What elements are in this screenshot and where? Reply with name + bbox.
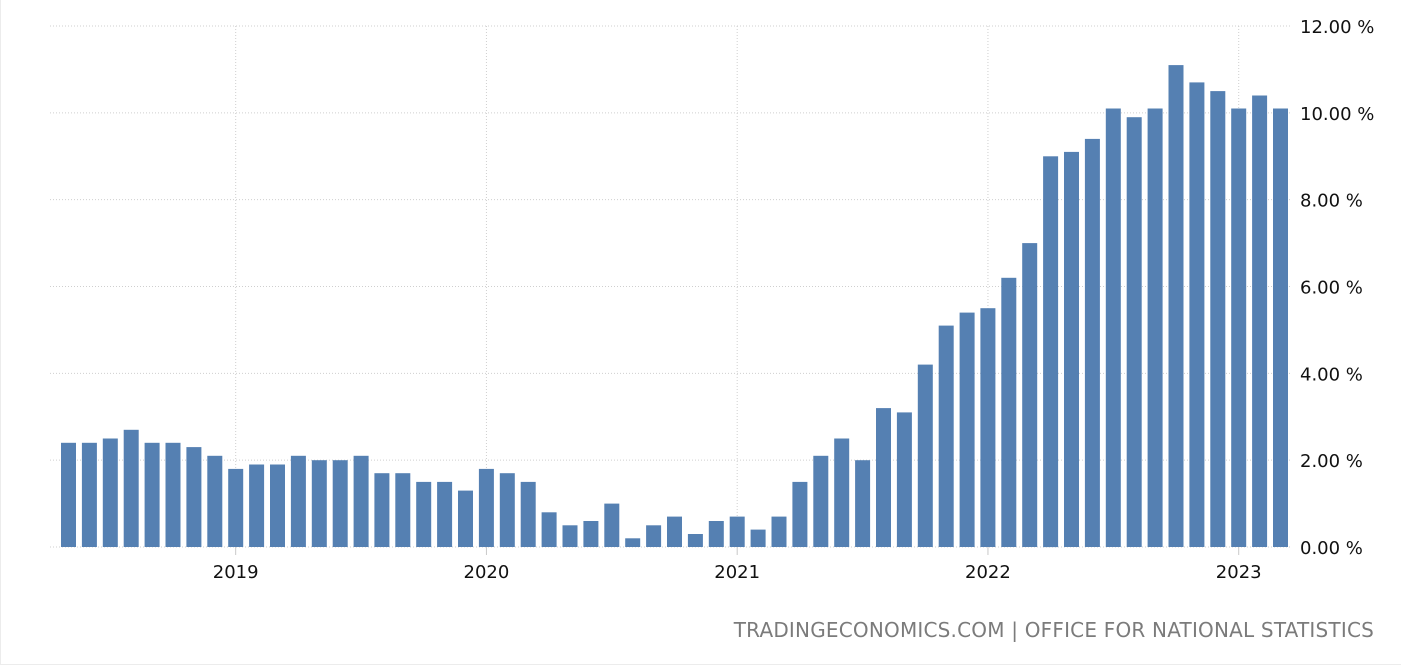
bar[interactable] <box>123 429 139 547</box>
bar[interactable] <box>771 516 787 547</box>
bar[interactable] <box>1084 138 1100 547</box>
bar[interactable] <box>980 308 996 547</box>
bar[interactable] <box>562 525 578 547</box>
bar[interactable] <box>1022 243 1038 547</box>
bar[interactable] <box>583 521 599 547</box>
x-tick-label: 2019 <box>213 562 259 583</box>
bar[interactable] <box>792 481 808 547</box>
bar[interactable] <box>1147 108 1163 548</box>
bar-series <box>61 65 1288 548</box>
bar[interactable] <box>395 473 411 547</box>
bar[interactable] <box>165 442 181 547</box>
bar[interactable] <box>186 447 202 547</box>
bar[interactable] <box>478 468 494 547</box>
bar[interactable] <box>1231 108 1247 548</box>
y-tick-label: 8.00 % <box>1300 191 1363 212</box>
bar[interactable] <box>416 481 432 547</box>
bar[interactable] <box>1273 108 1288 548</box>
bar[interactable] <box>750 529 766 547</box>
bar[interactable] <box>1210 91 1226 547</box>
bar[interactable] <box>1064 151 1079 547</box>
bar[interactable] <box>458 490 473 547</box>
bar[interactable] <box>499 473 515 547</box>
bar[interactable] <box>437 481 453 547</box>
bar[interactable] <box>1001 277 1017 547</box>
bar[interactable] <box>81 442 97 547</box>
bar[interactable] <box>1126 117 1142 547</box>
bar[interactable] <box>1252 95 1268 548</box>
y-tick-label: 0.00 % <box>1300 538 1363 559</box>
bar[interactable] <box>687 534 703 547</box>
x-tick-label: 2023 <box>1216 562 1262 583</box>
vertical-gridlines <box>235 26 1240 555</box>
bar[interactable] <box>290 455 306 547</box>
bar[interactable] <box>959 312 975 547</box>
bar[interactable] <box>938 325 954 547</box>
bar[interactable] <box>813 455 829 547</box>
y-tick-label: 4.00 % <box>1300 364 1363 385</box>
y-tick-label: 6.00 % <box>1300 278 1363 299</box>
x-tick-label: 2022 <box>965 562 1011 583</box>
bar[interactable] <box>353 455 369 547</box>
bar[interactable] <box>311 460 327 547</box>
y-tick-label: 10.00 % <box>1300 104 1374 125</box>
bar[interactable] <box>834 438 850 548</box>
y-axis-labels: 0.00 % 2.00 % 4.00 % 6.00 % 8.00 % 10.00 % 12.… <box>1300 17 1374 559</box>
bar[interactable] <box>249 464 265 548</box>
bar[interactable] <box>207 455 223 547</box>
bar[interactable] <box>1105 108 1121 548</box>
bar[interactable] <box>102 438 118 548</box>
bar[interactable] <box>667 516 682 547</box>
bar[interactable] <box>1168 65 1184 547</box>
bar[interactable] <box>646 525 662 547</box>
bar[interactable] <box>708 521 724 547</box>
y-tick-label: 12.00 % <box>1300 17 1374 38</box>
x-axis-labels: 2019 2020 2021 2022 2023 <box>213 562 1262 583</box>
bar[interactable] <box>228 468 244 547</box>
bar[interactable] <box>625 538 641 547</box>
bar[interactable] <box>604 503 620 547</box>
bar[interactable] <box>520 481 536 547</box>
bar[interactable] <box>541 512 557 547</box>
bar[interactable] <box>876 408 891 547</box>
bar[interactable] <box>332 460 348 547</box>
x-tick-label: 2021 <box>714 562 760 583</box>
bar[interactable] <box>1189 82 1205 548</box>
bar[interactable] <box>729 516 745 547</box>
bar[interactable] <box>144 442 160 547</box>
bar[interactable] <box>855 460 871 547</box>
bar[interactable] <box>896 412 912 547</box>
x-tick-label: 2020 <box>464 562 510 583</box>
bar[interactable] <box>374 473 390 547</box>
bar[interactable] <box>917 364 933 547</box>
source-footer: TRADINGECONOMICS.COM | OFFICE FOR NATION… <box>733 618 1374 642</box>
bar[interactable] <box>1043 156 1059 548</box>
y-tick-label: 2.00 % <box>1300 451 1363 472</box>
bar[interactable] <box>270 464 285 548</box>
bar[interactable] <box>61 442 76 547</box>
